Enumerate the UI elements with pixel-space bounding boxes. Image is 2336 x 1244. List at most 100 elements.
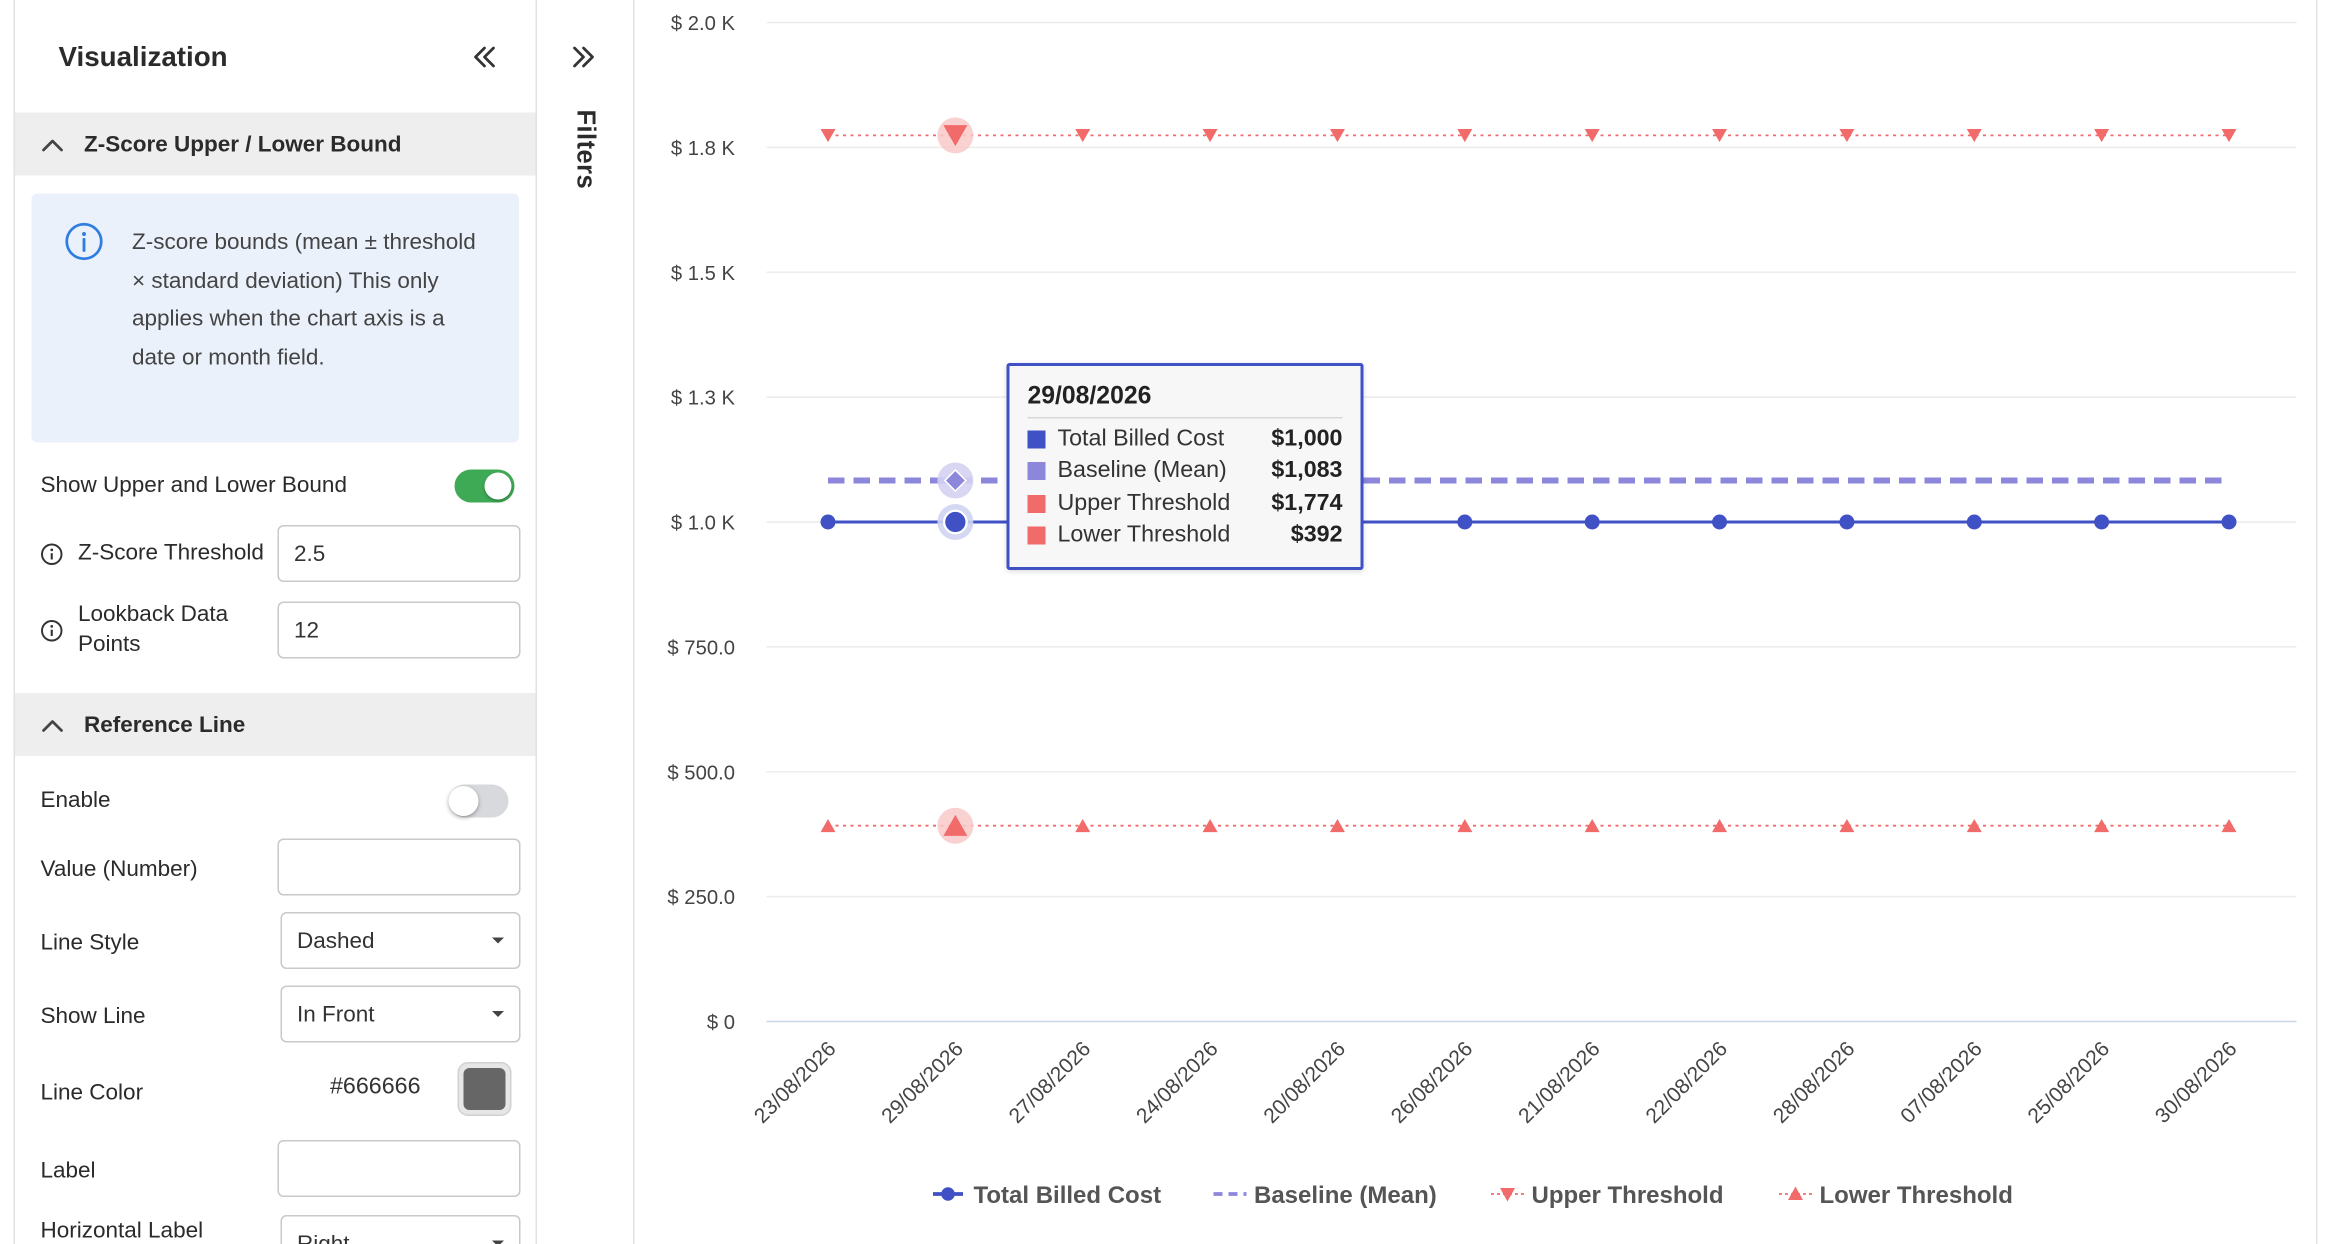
upper-threshold-point [2221,129,2237,143]
tooltip-row: Baseline (Mean) $1,083 [1027,455,1343,487]
chart-border [2316,0,2318,1244]
tooltip-swatch [1027,526,1046,545]
zscore-info-box: Z-score bounds (mean ± threshold × stand… [31,193,519,443]
tooltip-series-value: $392 [1290,522,1343,548]
lower-threshold-point [1966,818,1982,833]
info-icon [41,618,65,642]
show-line-select[interactable]: In Front [280,985,521,1043]
tooltip-row: Lower Threshold $392 [1027,520,1343,552]
line-style-label: Line Style [40,929,140,955]
upper-threshold-point [943,125,968,147]
lower-threshold-point [1075,818,1091,833]
upper-threshold-point [1329,129,1345,143]
total-billed-cost-point [1712,514,1728,530]
lower-threshold-point [943,814,968,836]
chart-legend: Total Billed Cost Baseline (Mean) Upper Th… [933,1182,2013,1209]
lower-threshold-point [1712,818,1728,833]
tooltip-series-value: $1,000 [1271,425,1343,452]
legend-label: Total Billed Cost [974,1182,1162,1209]
chart-tooltip: 29/08/2026 Total Billed Cost $1,000 Base… [1006,363,1364,570]
horizontal-label-select[interactable]: Right [280,1215,521,1244]
y-tick-label: $ 1.3 K [671,388,736,410]
x-tick-label: 27/08/2026 [1005,1037,1096,1128]
total-billed-cost-point [2221,514,2237,530]
zscore-section-label: Z-Score Upper / Lower Bound [84,131,402,157]
upper-threshold-point [1457,129,1473,143]
total-billed-cost-point [942,509,968,535]
legend-item: Total Billed Cost [933,1182,1161,1209]
tooltip-series-value: $1,774 [1271,490,1343,516]
show-bound-label: Show Upper and Lower Bound [40,471,347,498]
line-color-picker[interactable] [457,1062,512,1116]
enable-reference-toggle[interactable] [448,784,509,818]
reference-section-header[interactable]: Reference Line [15,693,536,756]
total-billed-cost-point [1839,514,1855,530]
lower-threshold-point [820,818,836,833]
tooltip-series-name: Baseline (Mean) [1057,457,1227,484]
legend-label: Lower Threshold [1820,1182,2013,1209]
label-label: Label [40,1157,96,1183]
line-color-swatch [463,1068,506,1110]
caret-down-icon [492,1011,504,1017]
panel-title: Visualization [58,39,228,72]
double-chevron-right-icon [573,46,594,68]
lookback-row: Lookback Data Points [41,600,520,660]
upper-threshold-point [1584,129,1600,143]
expand-filters-button[interactable] [566,39,602,75]
legend-label: Baseline (Mean) [1254,1182,1437,1209]
lower-threshold-point [1839,818,1855,833]
x-tick-label: 28/08/2026 [1769,1037,1860,1128]
caret-down-icon [492,1240,504,1244]
threshold-row: Z-Score Threshold [41,524,520,584]
legend-item: Lower Threshold [1779,1182,2013,1209]
lower-threshold-point [1457,818,1473,833]
show-bound-toggle[interactable] [454,469,515,503]
threshold-input[interactable] [277,525,521,582]
y-tick-label: $ 250.0 [667,887,735,909]
x-tick-label: 30/08/2026 [2151,1037,2242,1128]
tooltip-row: Upper Threshold $1,774 [1027,488,1343,520]
y-tick-label: $ 0 [707,1012,735,1034]
caret-down-icon [492,937,504,944]
zscore-info-text: Z-score bounds (mean ± threshold × stand… [132,229,476,371]
y-tick-label: $ 500.0 [667,762,735,784]
legend-marker-circle [941,1187,955,1201]
x-tick-label: 22/08/2026 [1641,1037,1732,1128]
upper-threshold-point [820,129,836,143]
upper-threshold-point [1712,129,1728,143]
legend-item: Baseline (Mean) [1213,1182,1437,1209]
tooltip-date: 29/08/2026 [1027,383,1343,419]
filters-label[interactable]: Filters [571,109,601,190]
y-tick-label: $ 750.0 [667,637,735,659]
value-label: Value (Number) [40,855,198,882]
line-style-select[interactable]: Dashed [280,912,521,969]
collapse-panel-button[interactable] [464,35,506,77]
threshold-label: Z-Score Threshold [78,540,264,566]
tooltip-row: Total Billed Cost $1,000 [1027,423,1343,455]
tooltip-series-name: Lower Threshold [1057,522,1231,548]
x-tick-label: 07/08/2026 [1896,1037,1987,1128]
x-tick-label: 23/08/2026 [750,1037,841,1128]
x-tick-label: 25/08/2026 [2024,1037,2115,1128]
lookback-input[interactable] [277,601,521,659]
upper-threshold-point [1966,129,1982,143]
lower-threshold-point [2094,818,2110,833]
legend-label: Upper Threshold [1532,1182,1724,1209]
upper-threshold-point [1202,129,1218,143]
lower-threshold-point [1202,818,1218,833]
show-line-value: In Front [297,1001,375,1027]
upper-threshold-point [1839,129,1855,143]
total-billed-cost-point [820,514,836,530]
tooltip-series-name: Total Billed Cost [1057,425,1225,452]
lookback-label: Lookback Data Points [78,601,229,658]
info-icon [41,542,65,566]
line-color-hex: #666666 [330,1074,421,1100]
upper-threshold-point [2094,129,2110,143]
reference-label-input[interactable] [277,1140,521,1197]
legend-marker-triangle-up [1788,1186,1803,1200]
reference-value-input[interactable] [277,838,521,896]
visualization-panel: Visualization Z-Score Upper / Lower Boun… [13,0,537,1244]
lower-threshold-point [1329,818,1345,833]
zscore-section-header[interactable]: Z-Score Upper / Lower Bound [15,112,536,176]
